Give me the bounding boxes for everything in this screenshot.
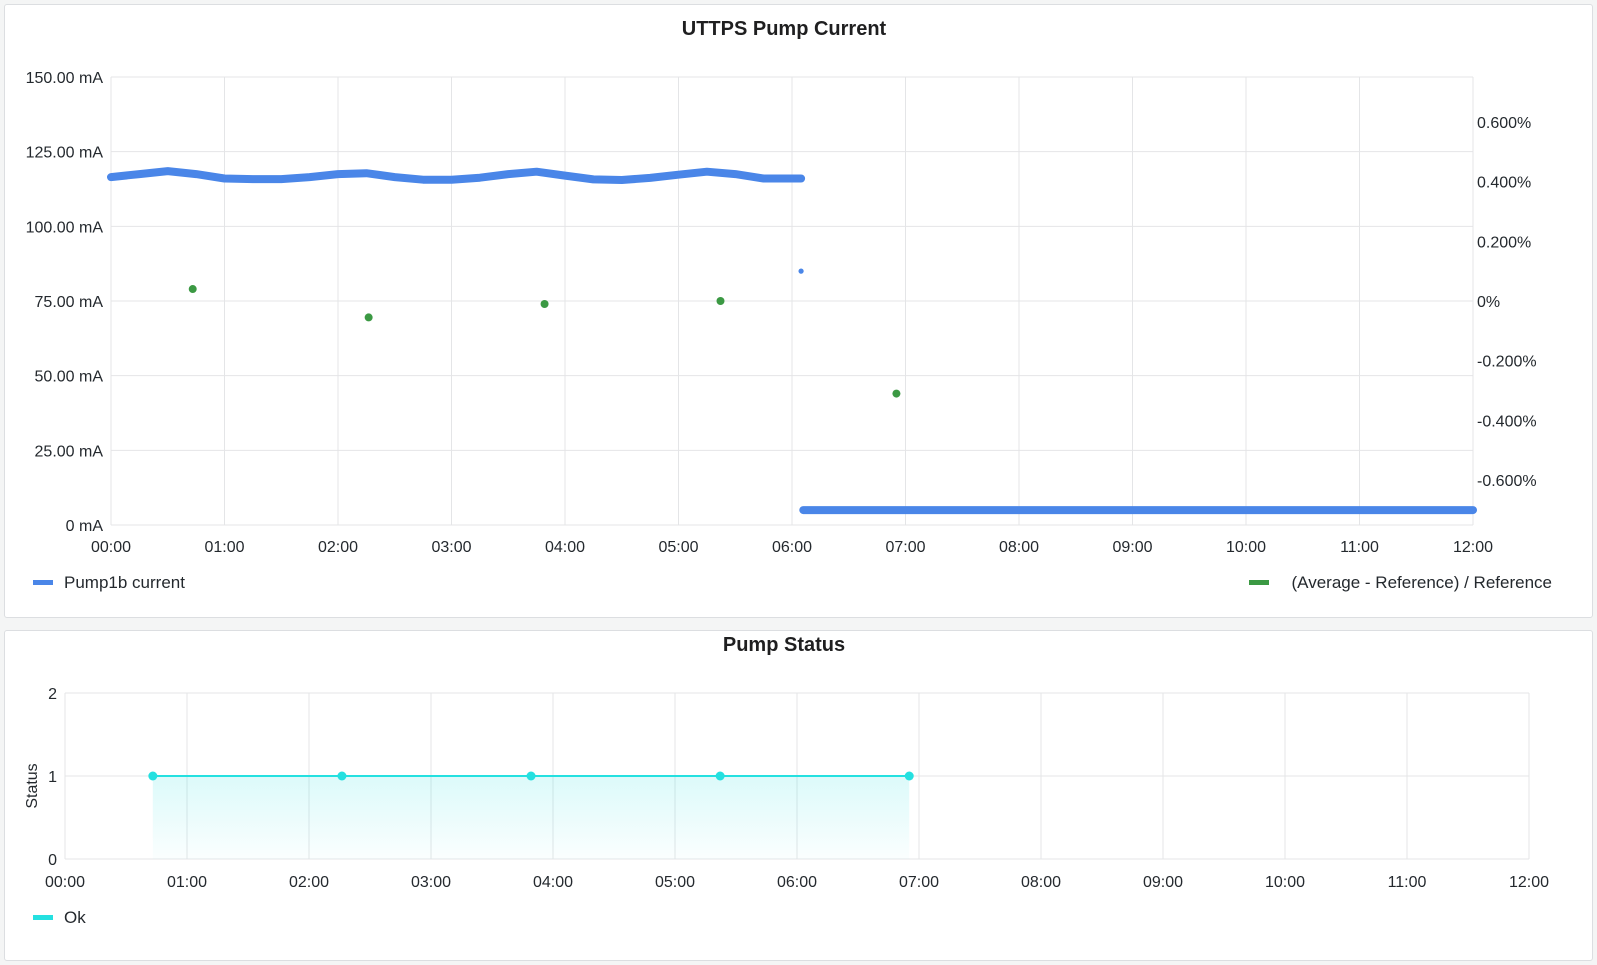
pump-current-panel: UTTPS Pump Current 150.00 mA 125.00 mA 100…: [4, 4, 1593, 618]
y-tick-label: 1: [48, 769, 57, 786]
x-tick-label: 00:00: [45, 874, 85, 891]
y-right-tick-label: 0.600%: [1477, 115, 1531, 132]
y-right-tick-label: 0.200%: [1477, 234, 1531, 251]
y-right-tick-label: -0.400%: [1477, 413, 1537, 430]
x-tick-label: 12:00: [1509, 874, 1549, 891]
y-left-tick-label: 25.00 mA: [35, 443, 104, 460]
x-tick-label: 11:00: [1388, 874, 1427, 891]
x-tick-label: 12:00: [1453, 539, 1493, 556]
x-tick-label: 06:00: [772, 539, 812, 556]
legend-label-avg-reference[interactable]: (Average - Reference) / Reference: [1292, 573, 1552, 592]
pump-current-chart: UTTPS Pump Current 150.00 mA 125.00 mA 100…: [26, 18, 1552, 592]
x-tick-label: 03:00: [411, 874, 451, 891]
x-tick-label: 08:00: [999, 539, 1039, 556]
y-left-tick-label: 100.00 mA: [26, 219, 104, 236]
ok-area-fill: [152, 776, 910, 859]
x-tick-label: 07:00: [885, 539, 925, 556]
x-tick-label: 04:00: [545, 539, 585, 556]
y-left-tick-label: 0 mA: [66, 518, 104, 535]
y-right-tick-label: -0.200%: [1477, 354, 1537, 371]
x-tick-label: 07:00: [899, 874, 939, 891]
x-tick-label: 05:00: [655, 874, 695, 891]
y-right-tick-label: 0.400%: [1477, 175, 1531, 192]
y-tick-label: 0: [48, 852, 57, 869]
chart-title: UTTPS Pump Current: [682, 18, 887, 40]
x-tick-label: 02:00: [318, 539, 358, 556]
y-left-tick-label: 150.00 mA: [26, 70, 104, 87]
x-tick-label: 08:00: [1021, 874, 1061, 891]
pump-status-chart: Pump Status Status 2 1 0 00:00 01:00 02:00 03…: [24, 634, 1549, 927]
x-tick-label: 05:00: [658, 539, 698, 556]
x-tick-label: 01:00: [204, 539, 244, 556]
legend-label-pump1b-current[interactable]: Pump1b current: [64, 573, 185, 592]
ok-point[interactable]: [715, 771, 725, 781]
ok-point[interactable]: [337, 771, 347, 781]
chart-title: Pump Status: [723, 634, 845, 656]
avg-reference-point[interactable]: [716, 297, 725, 305]
x-tick-label: 09:00: [1143, 874, 1183, 891]
x-tick-label: 00:00: [91, 539, 131, 556]
avg-reference-point[interactable]: [188, 285, 197, 294]
pump1b-current-line-segment[interactable]: [107, 167, 806, 184]
x-tick-label: 11:00: [1340, 539, 1379, 556]
legend-swatch-pump1b-current: [33, 580, 53, 585]
ok-point[interactable]: [904, 771, 914, 781]
y-left-tick-label: 125.00 mA: [26, 145, 104, 162]
avg-reference-point[interactable]: [540, 299, 549, 308]
y-left-tick-label: 75.00 mA: [35, 294, 104, 311]
legend-swatch-avg-reference: [1249, 580, 1269, 585]
x-tick-label: 10:00: [1226, 539, 1266, 556]
y-left-tick-label: 50.00 mA: [35, 369, 104, 386]
x-tick-label: 01:00: [167, 874, 207, 891]
pump1b-current-point[interactable]: [798, 268, 804, 274]
x-tick-label: 06:00: [777, 874, 817, 891]
x-tick-label: 03:00: [431, 539, 471, 556]
legend-swatch-ok: [33, 915, 53, 920]
pump-status-panel: Pump Status Status 2 1 0 00:00 01:00 02:00 03…: [4, 630, 1593, 961]
avg-reference-point[interactable]: [364, 313, 373, 322]
y-right-tick-label: 0%: [1477, 294, 1500, 311]
x-tick-label: 10:00: [1265, 874, 1305, 891]
x-tick-label: 02:00: [289, 874, 329, 891]
ok-point[interactable]: [526, 771, 536, 781]
ok-point[interactable]: [148, 771, 158, 781]
y-tick-label: 2: [48, 686, 57, 703]
avg-reference-point[interactable]: [892, 389, 901, 398]
y-right-tick-label: -0.600%: [1477, 473, 1537, 490]
x-tick-label: 04:00: [533, 874, 573, 891]
y-axis-label: Status: [24, 763, 41, 808]
x-tick-label: 09:00: [1112, 539, 1152, 556]
legend-label-ok[interactable]: Ok: [64, 908, 86, 927]
